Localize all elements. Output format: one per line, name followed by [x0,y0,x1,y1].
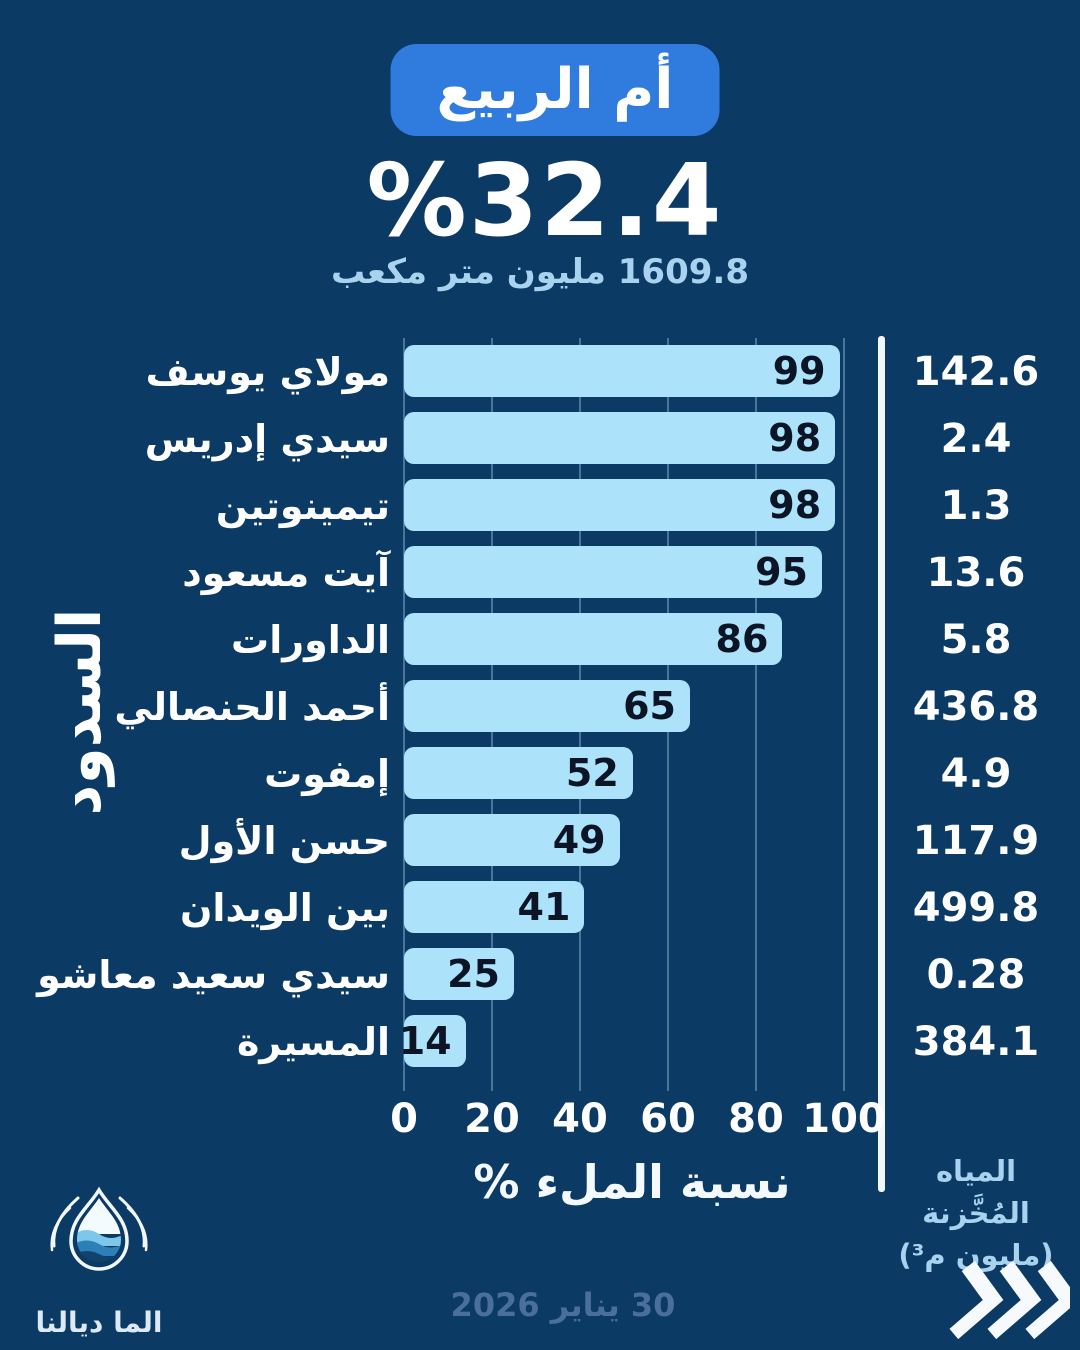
bar-row: 99 [404,338,844,405]
dam-label: تيمينوتين [215,483,390,528]
column-divider-line [878,336,885,1192]
bar-value-label: 25 [447,952,500,996]
x-tick-label-40: 40 [552,1096,608,1142]
dam-label: بين الويدان [179,885,390,930]
x-tick-label-20: 20 [464,1096,520,1142]
brand-logo: الما ديالنا [24,1184,174,1339]
bar-row: 41 [404,874,844,941]
dam-bar-3: 95 [404,546,822,598]
stored-volume-value: 117.9 [912,817,1040,864]
bar-row: 65 [404,673,844,740]
bar-row: 52 [404,740,844,807]
gridline-80 [755,338,757,1091]
dam-bar-9: 25 [404,948,514,1000]
stored-volume-value: 436.8 [912,683,1040,730]
dam-bar-2: 98 [404,479,836,531]
x-tick-label-100: 100 [802,1096,886,1142]
bar-value-label: 98 [768,483,822,527]
dam-bar-10: 14 [399,1015,466,1067]
triple-chevron-right-icon [949,1260,1070,1340]
basin-badge-label: أم الربيع [436,57,674,122]
bar-value-label: 86 [715,617,769,661]
bar-value-label: 41 [517,885,571,929]
x-axis-ticks: 0 20 40 60 80 100 [390,1096,886,1146]
fill-percent-value: %32.4 [366,142,724,259]
x-axis-title: نسبة الملء % [473,1155,791,1209]
dam-label: سيدي سعيد معاشو [37,952,390,997]
stored-volume-value: 0.28 [926,951,1026,998]
bar-value-label: 95 [755,550,808,594]
stored-volume-value: 1.3 [940,482,1012,529]
basin-badge: أم الربيع [390,44,720,136]
bar-value-label: 98 [768,416,822,460]
stored-volume-subtitle: 1609.8 مليون متر مكعب [331,252,749,292]
x-tick-label-0: 0 [390,1096,418,1142]
stored-volume-header: المياه المُخَّزنة (مليون م³) [885,1150,1067,1276]
date-label: 30 يناير 2026 [450,1286,676,1324]
bar-value-label: 52 [565,751,619,795]
gridline-100 [843,338,845,1091]
stored-volume-value: 13.6 [926,549,1026,596]
dam-label: حسن الأول [178,818,390,863]
bar-chart-plot: 99 98 98 95 86 65 52 49 41 25 14 [399,338,845,1091]
bar-row: 86 [404,606,844,673]
dam-bar-6: 52 [404,747,633,799]
dam-label: الداورات [231,617,390,662]
dam-label: أحمد الحنصالي [114,684,390,729]
bar-value-label: 49 [552,818,606,862]
bar-row: 98 [404,472,844,539]
stored-volume-value: 499.8 [912,884,1040,931]
stored-volume-header-line2: (مليون م³) [898,1238,1054,1273]
stored-volume-value: 2.4 [940,415,1012,462]
dam-label: المسيرة [236,1019,390,1064]
stored-volume-header-line1: المياه المُخَّزنة [922,1154,1030,1231]
dam-label: آيت مسعود [182,550,390,595]
bar-row: 25 [404,941,844,1008]
x-tick-label-60: 60 [640,1096,696,1142]
stored-volume-value: 384.1 [912,1018,1040,1065]
dam-bar-7: 49 [404,814,620,866]
stored-volume-value: 142.6 [912,348,1040,395]
dam-bar-0: 99 [404,345,840,397]
bar-row: 14 [399,1008,844,1075]
bar-row: 95 [404,539,844,606]
stored-volume-value: 4.9 [940,750,1012,797]
water-drop-icon [50,1186,148,1271]
bar-value-label: 65 [623,684,676,728]
dam-label: سيدي إدريس [144,416,390,461]
dam-bar-5: 65 [404,680,690,732]
dam-label: مولاي يوسف [145,349,390,394]
bar-value-label: 14 [398,1019,452,1063]
x-tick-label-80: 80 [728,1096,784,1142]
dam-bar-1: 98 [404,412,836,464]
stored-volume-value: 5.8 [940,616,1012,663]
bar-row: 49 [404,807,844,874]
bar-row: 98 [404,405,844,472]
dam-bar-4: 86 [404,613,783,665]
bar-value-label: 99 [772,349,826,393]
dam-label: إمفوت [264,751,390,796]
brand-logo-text: الما ديالنا [35,1306,163,1339]
dam-bar-8: 41 [404,881,585,933]
